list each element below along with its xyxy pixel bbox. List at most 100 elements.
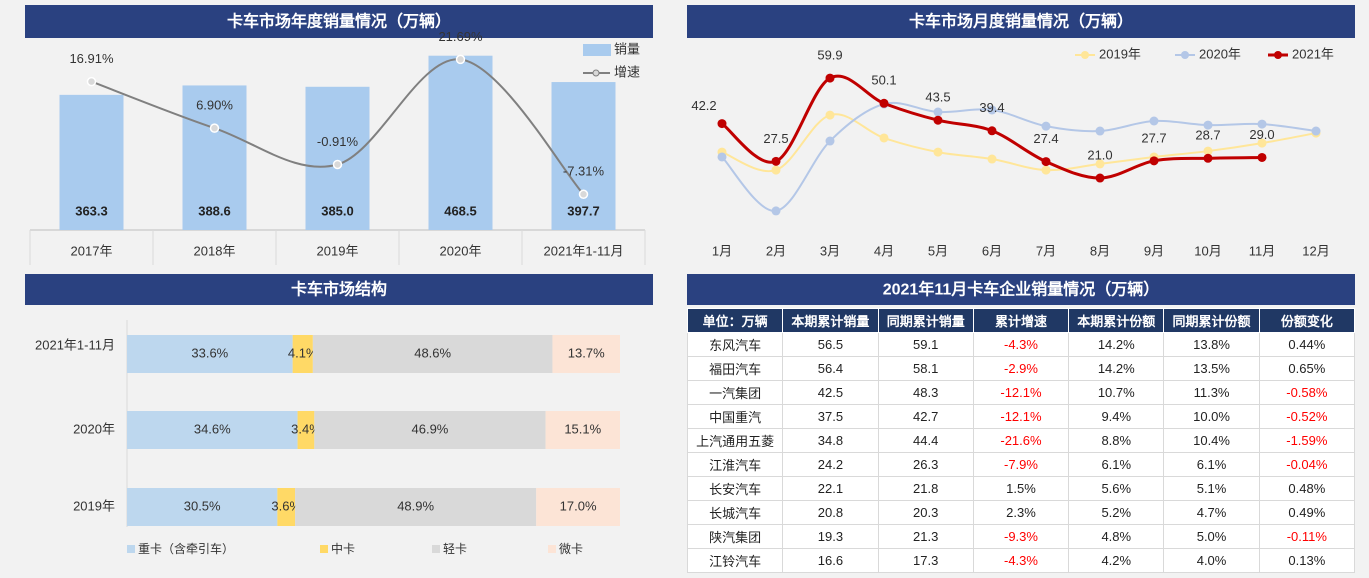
x-tick-label: 6月 (982, 243, 1002, 258)
series-marker (1257, 138, 1267, 148)
x-tick-label: 4月 (874, 243, 894, 258)
series-marker (825, 73, 835, 83)
series-marker (933, 115, 943, 125)
growth-marker (578, 189, 589, 199)
table-cell: 26.3 (877, 452, 974, 477)
table-cell: -0.11% (1258, 524, 1356, 549)
segment-label: 3.4% (291, 421, 321, 436)
series-marker (1257, 119, 1267, 129)
x-tick-label: 2019年 (317, 243, 359, 258)
legend-label: 2020年 (1199, 46, 1241, 61)
table-cell: 4.7% (1163, 500, 1260, 525)
table-cell: 20.8 (782, 500, 879, 525)
data-label: 21.0 (1087, 147, 1112, 162)
bar-segment (127, 335, 293, 373)
table-cell: 37.5 (782, 404, 879, 429)
series-marker (1311, 126, 1321, 136)
segment-label: 46.9% (412, 421, 449, 436)
growth-label: 21.69% (438, 29, 483, 44)
legend-label: 轻卡 (443, 542, 467, 556)
bar (428, 55, 493, 230)
table-cell: 6.1% (1068, 452, 1165, 477)
bar-segment (314, 411, 546, 449)
series-marker (717, 119, 727, 129)
series-line (721, 74, 1263, 180)
bar-segment (312, 335, 553, 373)
table-row: 江铃汽车 16.6 17.3 -4.3% 4.2% 4.0% 0.13% (686, 548, 1356, 573)
bar-label: 468.5 (444, 203, 477, 218)
table-cell: -0.04% (1258, 452, 1356, 477)
table-cell: 江淮汽车 (686, 452, 784, 477)
legend-label: 2019年 (1099, 46, 1141, 61)
table-cell: -2.9% (972, 356, 1070, 381)
table-cell: 13.5% (1163, 356, 1260, 381)
table-cell: 0.49% (1258, 500, 1356, 525)
table-cell: 5.6% (1068, 476, 1165, 501)
table-cell: 上汽通用五菱 (686, 428, 784, 453)
series-marker (1095, 173, 1105, 183)
bar-label: 388.6 (198, 203, 231, 218)
series-marker (1257, 152, 1267, 162)
bar-segment (277, 488, 296, 526)
bar-segment (127, 488, 278, 526)
table-row: 中国重汽 37.5 42.7 -12.1% 9.4% 10.0% -0.52% (686, 404, 1356, 429)
table-cell: -9.3% (972, 524, 1070, 549)
segment-label: 48.6% (414, 345, 451, 360)
series-marker (987, 105, 997, 115)
series-marker (1095, 126, 1105, 136)
table-cell: 42.5 (782, 380, 879, 405)
series-marker (771, 165, 781, 175)
x-tick-label: 2020年 (440, 243, 482, 258)
bar-segment (536, 488, 620, 526)
table-cell: 34.8 (782, 428, 879, 453)
segment-label: 3.6% (271, 498, 301, 513)
table-cell: 21.3 (877, 524, 974, 549)
header-cell: 同期累计份额 (1163, 308, 1260, 333)
series-marker (1041, 165, 1051, 175)
table-cell: 0.48% (1258, 476, 1356, 501)
table-row: 陕汽集团 19.3 21.3 -9.3% 4.8% 5.0% -0.11% (686, 524, 1356, 549)
series-marker (771, 156, 781, 166)
legend-label: 微卡 (559, 542, 583, 556)
series-marker (933, 147, 943, 157)
table-cell: 长安汽车 (686, 476, 784, 501)
data-label: 28.7 (1195, 128, 1220, 143)
data-label: 29.0 (1249, 127, 1274, 142)
growth-label: 16.91% (69, 51, 114, 66)
growth-label: 6.90% (196, 98, 233, 113)
legend-swatch (127, 545, 135, 553)
bar-segment (127, 411, 298, 449)
table-cell: 58.1 (877, 356, 974, 381)
table-cell: 42.7 (877, 404, 974, 429)
table-cell: -21.6% (972, 428, 1070, 453)
data-label: 27.7 (1141, 130, 1166, 145)
series-marker (1041, 157, 1051, 167)
series-marker (717, 152, 727, 162)
series-marker (1203, 120, 1213, 130)
bar-segment (545, 411, 620, 449)
legend-label: 中卡 (331, 541, 355, 556)
bar-label: 363.3 (75, 203, 108, 218)
x-tick-label: 9月 (1144, 243, 1164, 258)
table-cell: 59.1 (877, 332, 974, 357)
header-cell: 单位：万辆 (686, 308, 784, 333)
table-row: 上汽通用五菱 34.8 44.4 -21.6% 8.8% 10.4% -1.59% (686, 428, 1356, 453)
legend-marker (1274, 51, 1282, 59)
x-tick-label: 5月 (928, 243, 948, 258)
table-cell: 21.8 (877, 476, 974, 501)
legend-swatch (548, 545, 556, 553)
legend-label: 2021年 (1292, 46, 1334, 61)
sales-table: 单位：万辆 本期累计销量 同期累计销量 累计增速 本期累计份额 同期累计份额 份额变化 东风汽… (686, 308, 1356, 573)
x-tick-label: 2月 (766, 243, 786, 258)
table-row: 一汽集团 42.5 48.3 -12.1% 10.7% 11.3% -0.58% (686, 380, 1356, 405)
y-tick-label: 2021年1-11月 (35, 337, 115, 352)
segment-label: 34.6% (194, 421, 231, 436)
panel-title: 卡车市场月度销量情况（万辆） (909, 12, 1133, 31)
table-cell: 4.2% (1068, 548, 1165, 573)
x-tick-label: 2018年 (194, 243, 236, 258)
table-cell: 陕汽集团 (686, 524, 784, 549)
legend-marker (1081, 51, 1089, 59)
table-cell: 14.2% (1068, 332, 1165, 357)
growth-label: -0.91% (317, 134, 359, 149)
